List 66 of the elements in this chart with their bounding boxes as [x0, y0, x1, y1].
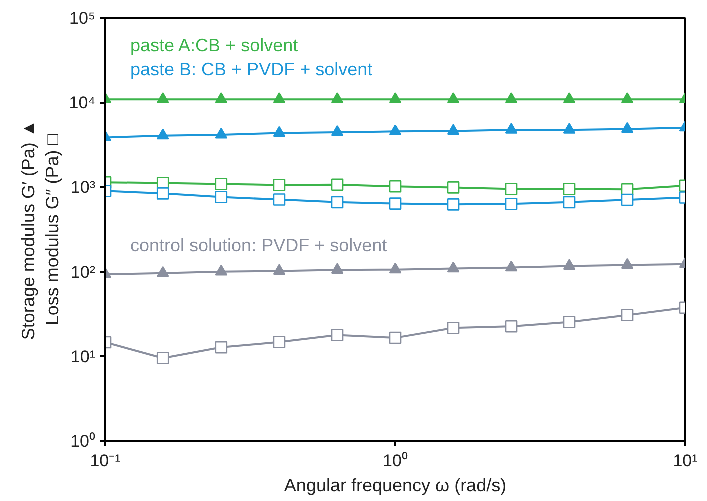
point [273, 92, 286, 104]
point [621, 258, 634, 270]
point [215, 264, 228, 276]
x-tick-label: 10⁻¹ [90, 452, 122, 470]
point [563, 183, 576, 196]
point [389, 180, 402, 193]
point [331, 125, 344, 136]
y-axis-title: Storage modulus G′ (Pa) ▲ Loss modulus G″ (Pa) □ [18, 120, 62, 340]
point [156, 92, 170, 104]
x-tick-label: 10¹ [673, 452, 698, 470]
point [156, 266, 170, 278]
point [273, 264, 286, 276]
y-tick-label: 10² [70, 262, 96, 282]
point [563, 259, 576, 270]
point [447, 92, 460, 104]
point [447, 262, 460, 273]
x-tick-label: 10⁰ [383, 452, 408, 470]
point [215, 341, 228, 354]
point [621, 122, 634, 134]
point [447, 124, 460, 136]
point [621, 309, 634, 322]
point [273, 194, 286, 206]
point [505, 260, 518, 272]
point [331, 263, 344, 274]
point [563, 123, 576, 134]
point [447, 322, 460, 334]
point [389, 332, 402, 344]
point [389, 124, 402, 136]
point [215, 92, 228, 104]
y-tick-label: 10⁰ [70, 432, 96, 451]
point [447, 182, 460, 194]
point [563, 92, 576, 104]
point [331, 178, 344, 192]
point [156, 188, 170, 200]
point [505, 92, 518, 104]
point [505, 320, 518, 333]
point [389, 92, 402, 104]
point [215, 191, 228, 204]
y-tick-label: 10³ [70, 178, 96, 198]
point [331, 196, 344, 209]
point [215, 128, 228, 139]
point [389, 262, 402, 274]
point [156, 128, 170, 140]
y-tick-label: 10⁴ [69, 94, 96, 113]
point [505, 123, 518, 134]
x-axis-title: Angular frequency ω (rad/s) [284, 476, 507, 496]
y-tick-label: 10⁵ [70, 9, 96, 28]
point [389, 198, 402, 210]
point [563, 196, 576, 209]
point [447, 198, 460, 211]
point [621, 92, 634, 104]
point [331, 92, 344, 104]
point [273, 179, 286, 192]
point [505, 198, 518, 210]
point [273, 336, 286, 348]
point [331, 329, 344, 342]
text: paste B: CB + PVDF + solvent [130, 60, 373, 80]
point [273, 126, 286, 138]
series-label: control solution: PVDF + solvent [130, 236, 388, 256]
point [215, 178, 228, 190]
point [156, 352, 170, 365]
y-tick-label: 10¹ [70, 347, 96, 366]
text: paste A:CB + solvent [130, 36, 298, 56]
point [505, 183, 518, 196]
point [621, 194, 634, 206]
point [563, 316, 576, 328]
